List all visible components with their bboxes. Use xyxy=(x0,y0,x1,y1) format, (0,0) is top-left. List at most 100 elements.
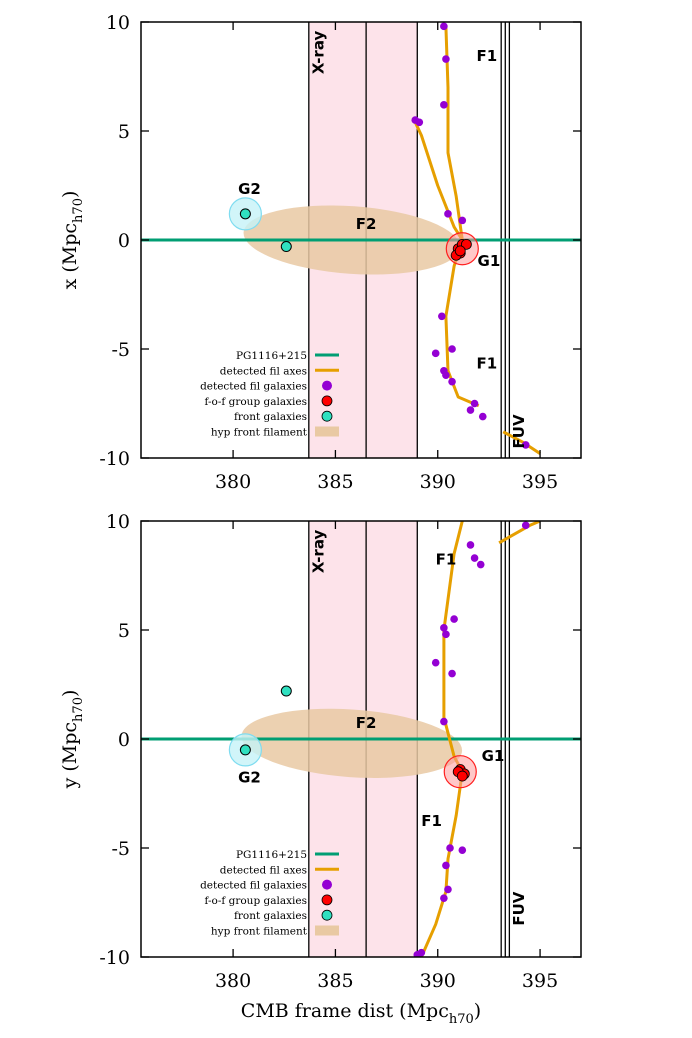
annotation-label: G2 xyxy=(238,769,261,787)
fil-galaxy-point xyxy=(470,554,479,562)
y-tick-label: 10 xyxy=(106,12,130,34)
plot-area xyxy=(141,521,581,957)
fil-galaxy-point xyxy=(440,624,448,632)
filament-axis xyxy=(444,26,464,241)
fil-galaxy-point xyxy=(440,22,448,31)
x-tick-label: 390 xyxy=(420,970,456,992)
fil-galaxy-point xyxy=(413,951,422,957)
annotation-label: F1 xyxy=(477,47,498,65)
legend-swatch xyxy=(321,410,333,422)
legend-label: f-o-f group galaxies xyxy=(204,396,307,408)
legend-label: PG1116+215 xyxy=(236,350,307,362)
x-tick-label: 395 xyxy=(522,471,558,493)
legend-label: hyp front filament xyxy=(211,427,308,439)
legend-swatch xyxy=(322,879,332,890)
legend-swatch xyxy=(321,909,333,921)
y-tick-label: 0 xyxy=(118,729,130,751)
legend-label: PG1116+215 xyxy=(236,849,307,861)
legend-swatch xyxy=(321,395,333,407)
x-tick-label: 380 xyxy=(215,970,251,992)
front-galaxy-point xyxy=(239,208,251,220)
fil-galaxy-point xyxy=(442,55,450,63)
x-tick-label: 380 xyxy=(215,471,251,493)
legend-label: detected fil galaxies xyxy=(200,381,307,393)
annotation-label: F1 xyxy=(421,812,442,830)
legend-swatch xyxy=(321,894,333,906)
y-tick-label: -10 xyxy=(99,947,130,969)
front-galaxy-point xyxy=(280,685,292,697)
legend-label: f-o-f group galaxies xyxy=(204,895,307,907)
fil-galaxy-point xyxy=(450,615,458,623)
fil-galaxy-point xyxy=(440,717,448,726)
x-tick-label: 385 xyxy=(317,970,353,992)
fil-galaxy-point xyxy=(521,441,530,449)
fil-galaxy-point xyxy=(466,406,475,414)
fil-galaxy-point xyxy=(470,399,479,408)
annotation-label: G2 xyxy=(238,180,261,198)
annotation-label: FUV xyxy=(510,891,528,925)
front-galaxy-point xyxy=(239,744,251,756)
annotation-label: F1 xyxy=(436,551,457,569)
filament-axis xyxy=(411,117,464,241)
legend-label: detected fil axes xyxy=(220,365,307,377)
fil-galaxy-point xyxy=(440,894,448,902)
y-tick-label: 0 xyxy=(118,230,130,252)
y-tick-label: 10 xyxy=(106,511,130,533)
fil-galaxy-point xyxy=(440,101,448,109)
y-tick-label: 5 xyxy=(118,620,130,642)
fil-galaxy-point xyxy=(458,846,467,854)
annotation-label: G1 xyxy=(482,747,505,765)
fil-galaxy-point xyxy=(444,210,452,218)
fil-galaxy-point xyxy=(431,658,440,667)
fil-galaxy-point xyxy=(442,371,450,379)
group-galaxy-point xyxy=(456,770,468,782)
y-tick-label: -5 xyxy=(111,339,130,361)
legend-label: front galaxies xyxy=(234,411,307,423)
annotation-label: FUV xyxy=(510,414,528,448)
legend: PG1116+215 detected fil axes detected fil … xyxy=(200,350,339,439)
filament-axis xyxy=(420,771,464,957)
y-tick-label: -10 xyxy=(99,448,130,470)
plot-area xyxy=(141,22,581,458)
fil-galaxy-point xyxy=(478,412,487,421)
x-tick-label: 390 xyxy=(420,471,456,493)
annotation-label: G1 xyxy=(478,252,501,270)
annotation-label: X-ray xyxy=(310,31,328,75)
fil-galaxy-point xyxy=(442,861,450,870)
chart-panel-1: X-ray F1 G2 F2 G1 F1 FUV 380 385 390 395 10 5 0 -5 -10 x… xyxy=(59,12,582,493)
filament-axis xyxy=(498,521,541,545)
legend-label: front galaxies xyxy=(234,910,307,922)
fil-galaxy-point xyxy=(444,885,452,894)
fil-galaxy-point xyxy=(442,630,450,639)
fil-galaxy-point xyxy=(438,312,446,321)
legend-swatch xyxy=(315,925,339,936)
group-galaxy-point xyxy=(454,245,466,257)
x-tick-label: 385 xyxy=(317,471,353,493)
legend-label: detected fil galaxies xyxy=(200,880,307,892)
annotation-label: F1 xyxy=(477,355,498,373)
annotation-label: F2 xyxy=(356,714,377,732)
hyp-front-filament xyxy=(241,708,463,778)
legend: PG1116+215 detected fil axes detected fil … xyxy=(200,849,339,938)
x-tick-label: 395 xyxy=(522,970,558,992)
fil-galaxy-point xyxy=(458,216,467,225)
group-galaxy-point xyxy=(460,238,472,250)
chart-panel-2: X-ray F1 F2 G1 G2 F1 FUV 380 385 390 395 10 5 0 -5 -10 y… xyxy=(59,511,582,1027)
annotation-label: X-ray xyxy=(310,530,328,574)
annotation-label: F2 xyxy=(356,215,377,233)
legend-label: detected fil axes xyxy=(220,864,307,876)
fil-galaxy-point xyxy=(466,541,475,549)
fil-galaxy-point xyxy=(476,560,485,569)
fil-galaxy-point xyxy=(448,345,456,353)
y-tick-label: 5 xyxy=(118,121,130,143)
fil-galaxy-point xyxy=(448,377,456,386)
x-axis-label: CMB frame dist (Mpch70) xyxy=(241,1000,481,1027)
fil-galaxy-point xyxy=(448,669,456,678)
front-galaxy-point xyxy=(280,241,292,253)
fil-galaxy-point xyxy=(415,118,424,127)
legend-label: hyp front filament xyxy=(211,926,308,938)
y-tick-label: -5 xyxy=(111,838,130,860)
fil-galaxy-point xyxy=(446,844,454,852)
legend-swatch xyxy=(322,380,332,391)
